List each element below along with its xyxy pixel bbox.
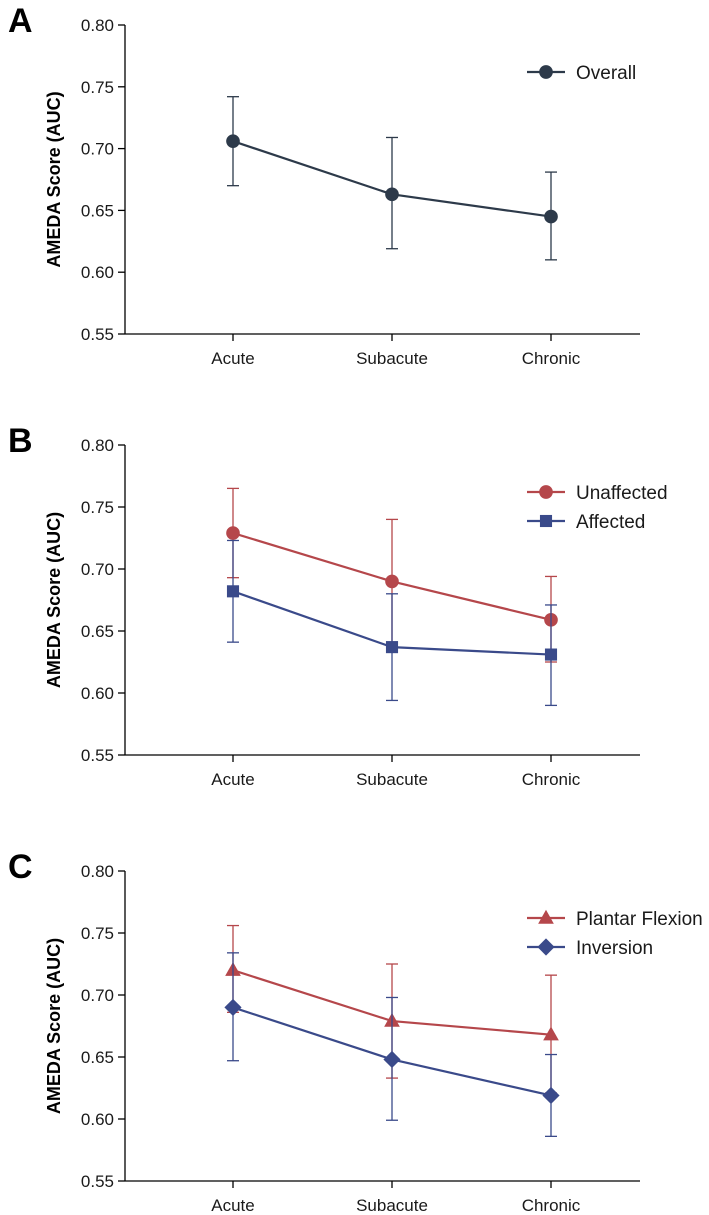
series-overall (226, 96, 558, 261)
y-tick-label: 0.65 (81, 1048, 114, 1067)
panel-letter: A (8, 2, 33, 40)
x-tick-label: Chronic (522, 1196, 581, 1215)
data-point (383, 1050, 401, 1069)
y-axis-label: AMEDA Score (AUC) (44, 91, 64, 267)
y-tick-label: 0.55 (81, 1172, 114, 1191)
y-tick-label: 0.65 (81, 201, 114, 220)
x-tick-label: Chronic (522, 349, 581, 368)
x-tick-label: Acute (211, 1196, 254, 1215)
y-tick-label: 0.65 (81, 622, 114, 641)
y-tick-label: 0.55 (81, 325, 114, 344)
y-tick-label: 0.60 (81, 263, 114, 282)
data-point (385, 187, 399, 202)
panel-letter: B (8, 422, 33, 460)
data-point (226, 585, 240, 598)
data-point (544, 209, 558, 224)
legend-label: Unaffected (576, 483, 668, 504)
data-point (224, 998, 242, 1016)
data-point (226, 526, 240, 540)
series-inversion (224, 952, 560, 1138)
legend-marker (537, 938, 555, 956)
data-point (385, 574, 399, 589)
x-tick-label: Subacute (356, 770, 428, 789)
x-tick-label: Acute (211, 770, 254, 789)
x-tick-label: Subacute (356, 349, 428, 368)
x-tick-label: Subacute (356, 1196, 428, 1215)
data-point (543, 1026, 559, 1041)
panel-c: C AMEDA Score (AUC) 0.55 0.60 0.65 0.70 0.75 0.… (8, 848, 703, 1215)
y-tick-label: 0.70 (81, 986, 114, 1005)
data-point (542, 1086, 560, 1105)
legend-marker (539, 514, 553, 528)
y-axis-label: AMEDA Score (AUC) (44, 938, 64, 1114)
legend-label: Affected (576, 512, 645, 533)
y-tick-label: 0.70 (81, 560, 114, 579)
legend-label: Overall (576, 63, 636, 84)
panel-b: B AMEDA Score (AUC) 0.55 0.60 0.65 0.70 0.75 0.… (8, 422, 668, 789)
series-affected (226, 539, 558, 707)
y-tick-label: 0.55 (81, 746, 114, 765)
data-point (544, 648, 558, 661)
y-tick-label: 0.60 (81, 1110, 114, 1129)
y-tick-label: 0.80 (81, 16, 114, 35)
panel-letter: C (8, 848, 33, 886)
y-tick-label: 0.75 (81, 498, 114, 517)
data-point (226, 134, 240, 149)
y-tick-label: 0.80 (81, 436, 114, 455)
y-axis-label: AMEDA Score (AUC) (44, 512, 64, 688)
y-tick-label: 0.60 (81, 684, 114, 703)
legend-label: Plantar Flexion (576, 909, 703, 930)
y-tick-label: 0.70 (81, 140, 114, 159)
legend-marker (539, 65, 553, 79)
y-tick-label: 0.80 (81, 862, 114, 881)
x-tick-label: Chronic (522, 770, 581, 789)
legend-marker (538, 909, 554, 924)
legend-label: Inversion (576, 938, 653, 959)
panel-a: A AMEDA Score (AUC) 0.55 0.60 0.65 0.70 0.75 0.… (8, 2, 640, 368)
x-tick-label: Acute (211, 349, 254, 368)
data-point (385, 641, 399, 654)
y-tick-label: 0.75 (81, 78, 114, 97)
y-tick-label: 0.75 (81, 924, 114, 943)
legend-marker (539, 485, 553, 499)
